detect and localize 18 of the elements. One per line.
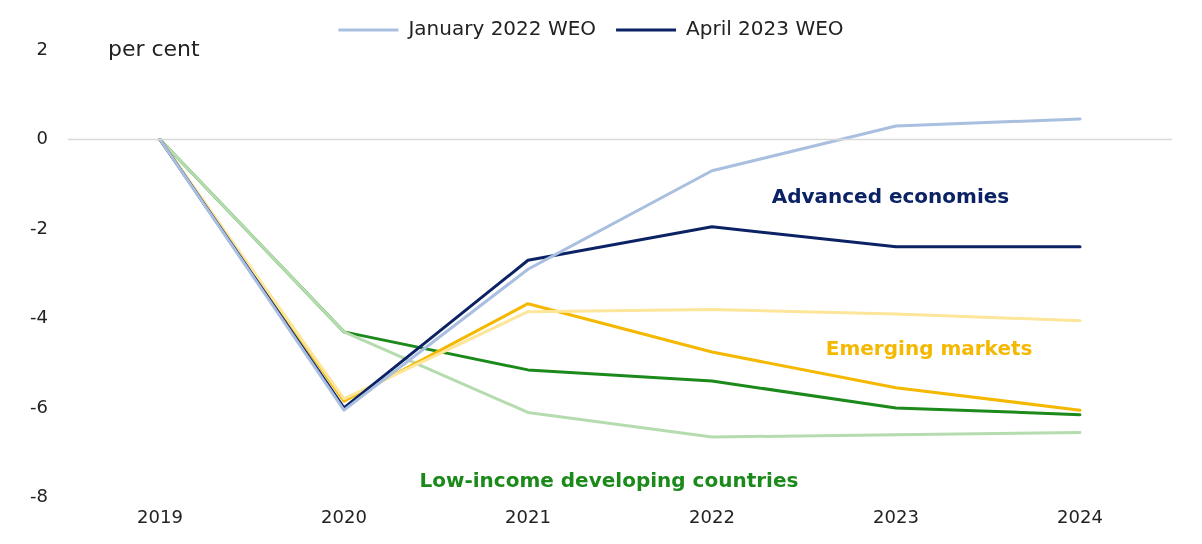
y-tick-label: -4: [29, 306, 48, 328]
x-tick-label: 2021: [505, 505, 551, 527]
y-tick-label: 2: [36, 37, 48, 59]
legend-label: April 2023 WEO: [686, 16, 844, 41]
x-tick-label: 2024: [1057, 505, 1103, 527]
x-tick-label: 2022: [689, 505, 735, 527]
y-tick-label: -8: [29, 485, 48, 507]
annotation: Low-income developing countries: [419, 467, 799, 492]
legend-label: January 2022 WEO: [406, 16, 597, 41]
y-tick-label: -2: [29, 216, 48, 238]
y-tick-label: -6: [29, 395, 48, 417]
annotation: Advanced economies: [771, 183, 1010, 208]
x-tick-label: 2023: [873, 505, 919, 527]
y-axis-title: per cent: [107, 35, 201, 61]
x-tick-label: 2020: [321, 505, 367, 527]
annotation: Emerging markets: [825, 335, 1033, 360]
y-tick-label: 0: [36, 127, 48, 149]
x-tick-label: 2019: [137, 505, 183, 527]
